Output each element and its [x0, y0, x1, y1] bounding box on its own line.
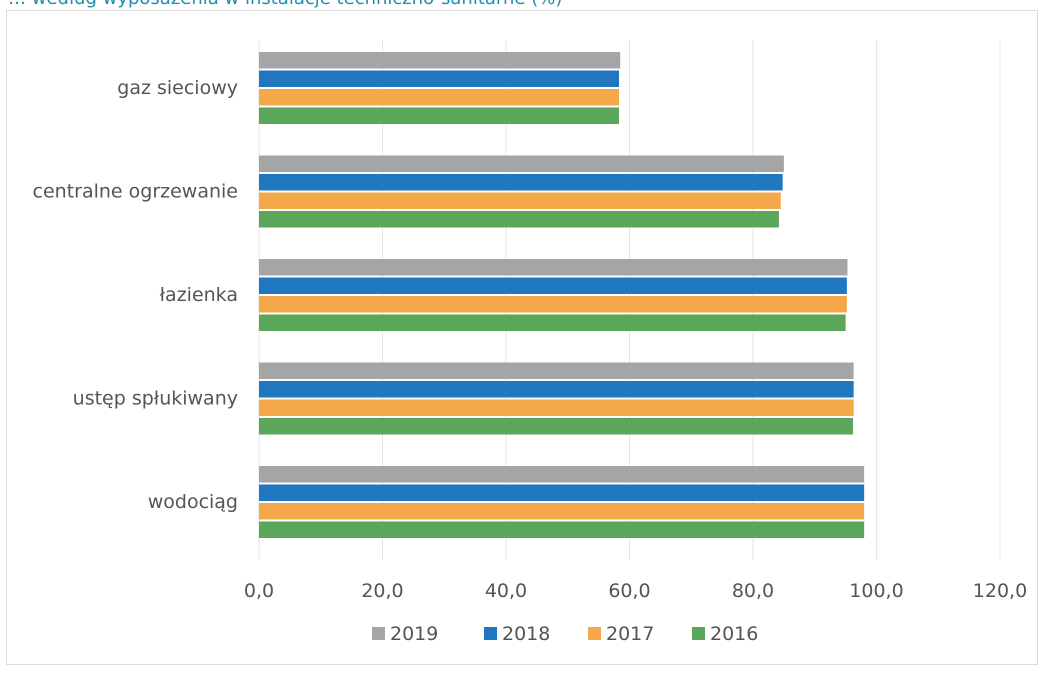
bar-2018-0 — [259, 70, 620, 87]
x-tick-label: 40,0 — [485, 580, 527, 602]
legend-swatch-2016 — [692, 627, 705, 640]
bar-2016-0 — [259, 107, 620, 124]
bar-2017-4 — [259, 503, 865, 520]
x-tick-label: 60,0 — [608, 580, 650, 602]
bar-2017-2 — [259, 296, 847, 313]
bar-2018-1 — [259, 174, 783, 191]
bar-2018-2 — [259, 277, 847, 294]
legend-label-2018: 2018 — [502, 623, 550, 645]
legend-label-2017: 2017 — [606, 623, 654, 645]
category-label: łazienka — [160, 284, 238, 306]
legend-swatch-2017 — [588, 627, 601, 640]
bar-2018-3 — [259, 381, 854, 398]
bar-2019-1 — [259, 155, 784, 172]
x-tick-label: 20,0 — [361, 580, 403, 602]
legend-label-2016: 2016 — [710, 623, 758, 645]
bar-2017-3 — [259, 399, 854, 416]
legend-label-2019: 2019 — [390, 623, 438, 645]
legend-swatch-2019 — [372, 627, 385, 640]
bar-2016-1 — [259, 211, 779, 228]
bar-2017-1 — [259, 192, 781, 209]
x-tick-label: 80,0 — [732, 580, 774, 602]
legend-swatch-2018 — [484, 627, 497, 640]
x-tick-label: 120,0 — [973, 580, 1027, 602]
bar-2017-0 — [259, 89, 620, 106]
bar-2016-3 — [259, 418, 854, 435]
bar-2018-4 — [259, 484, 865, 501]
category-label: centralne ogrzewanie — [33, 181, 238, 203]
category-label: ustęp spłukiwany — [73, 388, 238, 410]
chart-frame — [6, 10, 1038, 665]
x-tick-label: 0,0 — [244, 580, 274, 602]
x-tick-label: 100,0 — [849, 580, 903, 602]
bar-2019-3 — [259, 362, 854, 379]
category-label: gaz sieciowy — [117, 77, 238, 99]
bar-2019-0 — [259, 52, 621, 69]
category-label: wodociąg — [148, 491, 238, 513]
bar-2019-2 — [259, 259, 848, 276]
bar-2016-4 — [259, 521, 865, 538]
bar-2019-4 — [259, 466, 865, 483]
bar-2016-2 — [259, 314, 846, 331]
chart-title: … według wyposażenia w instalacje techni… — [8, 0, 562, 9]
